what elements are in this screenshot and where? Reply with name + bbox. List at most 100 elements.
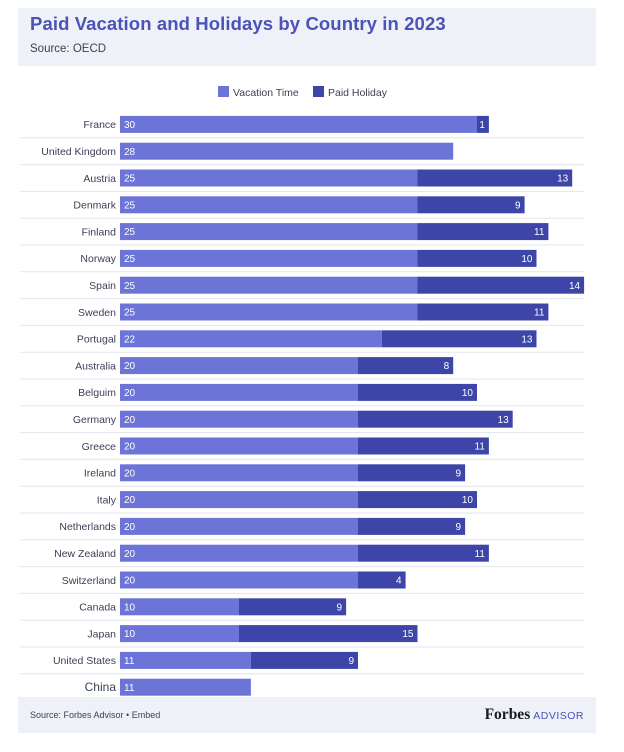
data-label-vacation-china: 11 bbox=[124, 683, 135, 694]
bar-vacation-sweden bbox=[120, 303, 418, 321]
category-label-australia: Australia bbox=[75, 360, 116, 372]
forbes-advisor-logo: Forbes ADVISOR bbox=[485, 706, 584, 724]
bar-holiday-germany bbox=[358, 410, 513, 428]
data-label-holiday-portugal: 13 bbox=[521, 334, 533, 345]
category-label-greece: Greece bbox=[82, 441, 117, 453]
bar-vacation-switzerland bbox=[120, 571, 358, 589]
data-label-holiday-australia: 8 bbox=[444, 361, 450, 372]
legend-swatch-holiday bbox=[313, 86, 324, 97]
bar-holiday-italy bbox=[358, 491, 477, 509]
data-label-vacation-switzerland: 20 bbox=[124, 576, 136, 587]
data-label-vacation-italy: 20 bbox=[124, 495, 136, 506]
bar-holiday-canada bbox=[239, 598, 347, 616]
category-label-china: China bbox=[85, 680, 117, 694]
brand-sub: ADVISOR bbox=[533, 710, 584, 722]
bar-vacation-canada bbox=[120, 598, 239, 616]
bar-chart: France 30 1 United Kingdom 28 Austria 25 13 Denm… bbox=[20, 115, 585, 696]
data-label-holiday-germany: 13 bbox=[498, 415, 510, 426]
bar-vacation-denmark bbox=[120, 196, 418, 214]
bar-vacation-japan bbox=[120, 625, 239, 643]
chart-legend: Vacation Time Paid Holiday bbox=[0, 86, 624, 102]
data-label-vacation-new-zealand: 20 bbox=[124, 549, 136, 560]
brand-name: Forbes bbox=[484, 706, 531, 723]
data-label-vacation-finland: 25 bbox=[124, 227, 136, 238]
data-label-vacation-canada: 10 bbox=[124, 602, 136, 613]
category-label-new-zealand: New Zealand bbox=[54, 548, 116, 560]
bar-holiday-austria bbox=[417, 169, 573, 187]
legend-item-holiday: Paid Holiday bbox=[313, 86, 387, 100]
data-label-vacation-denmark: 25 bbox=[124, 200, 136, 211]
category-label-france: France bbox=[83, 119, 116, 131]
category-label-finland: Finland bbox=[82, 226, 117, 238]
category-label-japan: Japan bbox=[87, 628, 116, 640]
chart-footer: Source: Forbes Advisor • Embed Forbes ADV… bbox=[18, 697, 596, 733]
bar-vacation-norway bbox=[120, 249, 418, 267]
bar-holiday-belguim bbox=[358, 383, 477, 401]
bar-holiday-france bbox=[477, 115, 489, 133]
bar-vacation-portugal bbox=[120, 330, 382, 348]
bar-holiday-portugal bbox=[381, 330, 537, 348]
data-label-holiday-canada: 9 bbox=[337, 602, 343, 613]
data-label-holiday-japan: 15 bbox=[402, 629, 414, 640]
data-label-holiday-greece: 11 bbox=[475, 442, 486, 453]
category-label-spain: Spain bbox=[89, 280, 116, 292]
bar-holiday-new-zealand bbox=[358, 544, 489, 562]
category-label-denmark: Denmark bbox=[73, 200, 116, 212]
data-label-holiday-finland: 11 bbox=[534, 227, 545, 238]
category-label-belguim: Belguim bbox=[78, 387, 116, 399]
category-label-portugal: Portugal bbox=[77, 334, 116, 346]
category-label-germany: Germany bbox=[73, 414, 117, 426]
legend-item-vacation: Vacation Time bbox=[218, 86, 299, 100]
data-label-vacation-united-states: 11 bbox=[124, 656, 135, 667]
bar-vacation-china bbox=[120, 678, 251, 696]
bar-holiday-netherlands bbox=[358, 517, 466, 535]
data-label-holiday-belguim: 10 bbox=[462, 388, 474, 399]
bar-vacation-spain bbox=[120, 276, 418, 294]
bar-holiday-switzerland bbox=[358, 571, 406, 589]
bar-vacation-united-kingdom bbox=[120, 142, 454, 160]
data-label-vacation-spain: 25 bbox=[124, 281, 136, 292]
bar-holiday-greece bbox=[358, 437, 489, 455]
bar-vacation-new-zealand bbox=[120, 544, 358, 562]
data-label-holiday-denmark: 9 bbox=[515, 200, 521, 211]
chart-source: Source: OECD bbox=[30, 43, 107, 55]
data-label-vacation-australia: 20 bbox=[124, 361, 136, 372]
bar-vacation-austria bbox=[120, 169, 418, 187]
category-label-austria: Austria bbox=[83, 173, 116, 185]
bar-holiday-norway bbox=[417, 249, 537, 267]
category-label-switzerland: Switzerland bbox=[62, 575, 116, 587]
chart-title: Paid Vacation and Holidays by Country in… bbox=[30, 13, 446, 34]
data-label-vacation-greece: 20 bbox=[124, 442, 136, 453]
chart-header: Paid Vacation and Holidays by Country in… bbox=[18, 8, 596, 66]
bar-vacation-netherlands bbox=[120, 517, 358, 535]
bar-holiday-finland bbox=[417, 223, 549, 241]
data-label-holiday-france: 1 bbox=[479, 120, 485, 131]
category-label-ireland: Ireland bbox=[84, 468, 116, 480]
bar-holiday-spain bbox=[417, 276, 585, 294]
data-label-holiday-norway: 10 bbox=[521, 254, 533, 265]
data-label-holiday-sweden: 11 bbox=[534, 308, 545, 319]
category-label-italy: Italy bbox=[97, 494, 117, 506]
bar-vacation-united-states bbox=[120, 651, 251, 669]
category-label-canada: Canada bbox=[79, 602, 116, 614]
data-label-holiday-netherlands: 9 bbox=[456, 522, 462, 533]
bar-vacation-ireland bbox=[120, 464, 358, 482]
data-label-vacation-portugal: 22 bbox=[124, 334, 136, 345]
data-label-holiday-austria: 13 bbox=[557, 174, 569, 185]
data-label-holiday-italy: 10 bbox=[462, 495, 474, 506]
data-label-holiday-united-states: 9 bbox=[348, 656, 354, 667]
data-label-vacation-japan: 10 bbox=[124, 629, 136, 640]
data-label-holiday-switzerland: 4 bbox=[396, 576, 402, 587]
data-label-vacation-netherlands: 20 bbox=[124, 522, 136, 533]
category-label-sweden: Sweden bbox=[78, 307, 116, 319]
data-label-holiday-spain: 14 bbox=[569, 281, 581, 292]
category-label-united-states: United States bbox=[53, 655, 116, 667]
category-label-netherlands: Netherlands bbox=[59, 521, 116, 533]
data-label-vacation-austria: 25 bbox=[124, 174, 136, 185]
bar-vacation-italy bbox=[120, 491, 358, 509]
bar-holiday-sweden bbox=[417, 303, 549, 321]
data-label-vacation-norway: 25 bbox=[124, 254, 136, 265]
bar-vacation-belguim bbox=[120, 383, 358, 401]
legend-label-vacation: Vacation Time bbox=[233, 87, 299, 99]
bar-holiday-united-states bbox=[250, 651, 358, 669]
